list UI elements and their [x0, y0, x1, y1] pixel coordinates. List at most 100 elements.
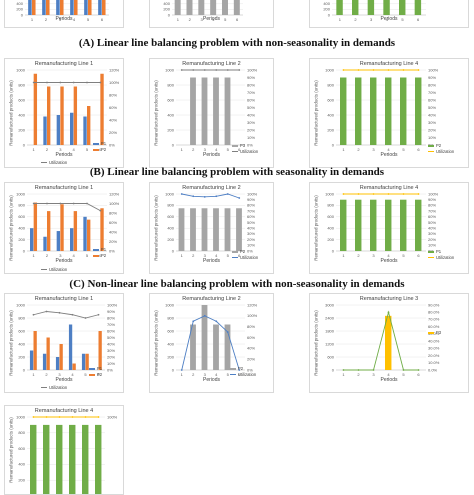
x-tick-label: 3 [59, 147, 62, 152]
y2-tick-label: 10% [107, 361, 115, 366]
bar [56, 424, 63, 494]
x-tick-label: 6 [99, 253, 102, 258]
y2-tick-label: 20% [247, 127, 255, 132]
x-tick-label: 4 [215, 147, 218, 152]
y-tick-label: 200 [167, 237, 174, 242]
y2-tick-label: 60% [247, 335, 255, 340]
y2-tick-label: 30% [247, 120, 255, 125]
y2-tick-label: 10% [428, 135, 436, 140]
y2-tick-label: 70% [428, 208, 436, 213]
y-tick-label: 400 [323, 1, 330, 6]
y2-tick-label: 20% [107, 354, 115, 359]
y-tick-label: 800 [18, 82, 25, 87]
utilization-point [45, 416, 48, 418]
y-tick-label: 0 [172, 248, 175, 253]
utilization-point [192, 69, 195, 71]
bar [73, 211, 78, 251]
y2-tick-label: 80% [247, 82, 255, 87]
x-tick-label: 2 [357, 253, 360, 258]
utilization-point [357, 193, 360, 195]
y2-tick-label: 80% [428, 82, 436, 87]
chart-panel-c3: Remanufacturing Line 4 0 200 400 600 800 1000… [309, 182, 469, 274]
chart-title: Remanufacturing Line 2 [182, 61, 241, 67]
utilization-point [84, 416, 87, 418]
chart-panel-a3: 02004006008001000123456 Periods [309, 0, 469, 28]
legend: P3 [428, 330, 441, 336]
chart-title: Remanufacturing Line 2 [182, 185, 241, 191]
utilization-point [86, 81, 88, 84]
bar [370, 199, 377, 251]
y-tick-label: 200 [327, 237, 334, 242]
y-tick-label: 0 [23, 248, 26, 253]
y2-tick-label: 80% [109, 210, 117, 215]
legend-utilization: Utilization [41, 160, 67, 166]
chart-panel-b3: Remanufacturing Line 4 0 200 400 600 800 1000… [309, 58, 469, 168]
bar [100, 208, 104, 251]
legend: P1 P2 [93, 247, 106, 259]
utilization-point [71, 313, 74, 316]
y2-tick-label: 50% [247, 220, 255, 225]
bar [42, 353, 47, 370]
bar [95, 424, 102, 494]
x-tick-label: 6 [99, 147, 102, 152]
x-tick-label: 5 [86, 147, 89, 152]
x-tick-label: 4 [73, 253, 76, 258]
utilization-point [97, 313, 100, 316]
y-tick-label: 0 [23, 142, 26, 147]
y-axis-label: Remanufactured products (units) [153, 310, 159, 376]
x-tick-label: 6 [417, 17, 420, 22]
y2-tick-label: 10.0% [428, 360, 440, 365]
bar [400, 77, 407, 145]
utilization-point [215, 69, 218, 71]
y-tick-label: 400 [18, 226, 25, 231]
bar [201, 305, 208, 370]
y2-tick-label: 20% [247, 356, 255, 361]
x-tick-label: 1 [181, 253, 184, 258]
utilization-point [387, 311, 390, 314]
x-tick-label: 3 [58, 372, 61, 377]
y-tick-label: 800 [18, 203, 25, 208]
y-tick-label: 200 [18, 237, 25, 242]
utilization-point [417, 69, 420, 71]
bar [47, 211, 51, 251]
y-axis-label: Remanufactured products (units) [8, 195, 14, 261]
utilization-point [342, 369, 345, 371]
utilization-point [180, 193, 183, 195]
x-tick-label: 2 [189, 17, 192, 22]
bar [87, 106, 91, 145]
y2-tick-label: 70% [428, 90, 436, 95]
chart-panel-a2: 02004006008001000123456 Periods [149, 0, 274, 28]
chart-panel-d1: Remanufacturing Line 1 0 200 400 600 800 1000… [4, 293, 124, 393]
x-tick-label: 6 [238, 372, 241, 377]
bar [85, 353, 89, 370]
bar [224, 77, 231, 145]
x-tick-label: 5 [227, 253, 230, 258]
y-tick-label: 1000 [165, 191, 175, 196]
x-tick-label: 2 [354, 17, 357, 22]
y2-tick-label: 20% [247, 237, 255, 242]
y-tick-label: 3000 [325, 302, 335, 307]
utilization-point [59, 81, 62, 84]
y-tick-label: 1000 [16, 302, 26, 307]
utilization-point [99, 81, 102, 84]
utilization-point [357, 69, 360, 71]
legend: P1 Utilization [428, 249, 454, 261]
y-tick-label: 800 [167, 315, 174, 320]
chart-title: Remanufacturing Line 1 [34, 296, 94, 302]
y-tick-label: 200 [167, 354, 174, 359]
y-tick-label: 600 [167, 214, 174, 219]
utilization-point [99, 209, 102, 212]
y-tick-label: 200 [18, 354, 25, 359]
bar [400, 199, 407, 251]
x-tick-label: 4 [71, 372, 74, 377]
y-tick-label: 600 [18, 446, 25, 451]
utilization-point [32, 416, 35, 418]
x-tick-label: 4 [215, 372, 218, 377]
bar [385, 199, 392, 251]
bar [100, 73, 104, 145]
y-tick-label: 800 [327, 82, 334, 87]
x-tick-label: 1 [181, 147, 184, 152]
bar [83, 216, 87, 251]
x-tick-label: 4 [387, 372, 390, 377]
y-tick-label: 0 [23, 367, 26, 372]
